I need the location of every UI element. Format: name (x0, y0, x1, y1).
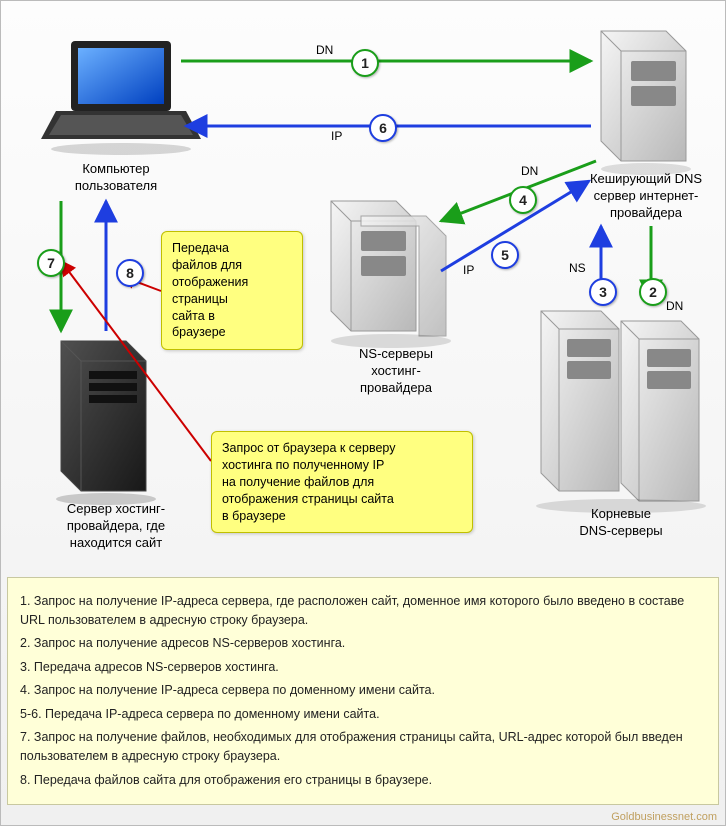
step-badge-8: 8 (116, 259, 144, 287)
root-dns-icon (536, 311, 706, 513)
label-ns_host: NS-серверыхостинг-провайдера (331, 346, 461, 397)
watermark: Goldbusinessnet.com (611, 811, 717, 823)
arrow-label-6: IP (331, 129, 342, 143)
label-root_dns: КорневыеDNS-серверы (551, 506, 691, 540)
legend-item-5: 5-6. Передача IP-адреса сервера по домен… (20, 705, 706, 724)
arrow-label-3: NS (569, 261, 586, 275)
diagram-canvas: Компьютерпользователя Кеширующий DNSсерве… (0, 0, 726, 826)
step-badge-2: 2 (639, 278, 667, 306)
label-host_srv: Сервер хостинг-провайдера, гденаходится … (46, 501, 186, 552)
host-server-icon (56, 341, 156, 505)
step-badge-7: 7 (37, 249, 65, 277)
arrow-label-1: DN (316, 43, 333, 57)
arrow-label-2: DN (666, 299, 683, 313)
ns-host-icon (331, 201, 451, 348)
legend-item-4: 4. Запрос на получение IP-адреса сервера… (20, 681, 706, 700)
label-laptop: Компьютерпользователя (61, 161, 171, 195)
legend-item-1: 1. Запрос на получение IP-адреса сервера… (20, 592, 706, 631)
laptop-icon (41, 41, 201, 155)
step-badge-1: 1 (351, 49, 379, 77)
callout-c7: Запрос от браузера к серверухостинга по … (211, 431, 473, 533)
arrow-label-4: DN (521, 164, 538, 178)
callout-c8: Передачафайлов дляотображениястраницысай… (161, 231, 303, 350)
legend-box: 1. Запрос на получение IP-адреса сервера… (7, 577, 719, 805)
legend-item-3: 3. Передача адресов NS-серверов хостинга… (20, 658, 706, 677)
legend-item-2: 2. Запрос на получение адресов NS-сервер… (20, 634, 706, 653)
legend-item-7: 8. Передача файлов сайта для отображения… (20, 771, 706, 790)
step-badge-4: 4 (509, 186, 537, 214)
dns-cache-icon (601, 31, 691, 175)
arrow-label-5: IP (463, 263, 474, 277)
step-badge-5: 5 (491, 241, 519, 269)
label-dns_cache: Кеширующий DNSсервер интернет-провайдера (571, 171, 721, 222)
legend-item-6: 7. Запрос на получение файлов, необходим… (20, 728, 706, 767)
step-badge-6: 6 (369, 114, 397, 142)
step-badge-3: 3 (589, 278, 617, 306)
